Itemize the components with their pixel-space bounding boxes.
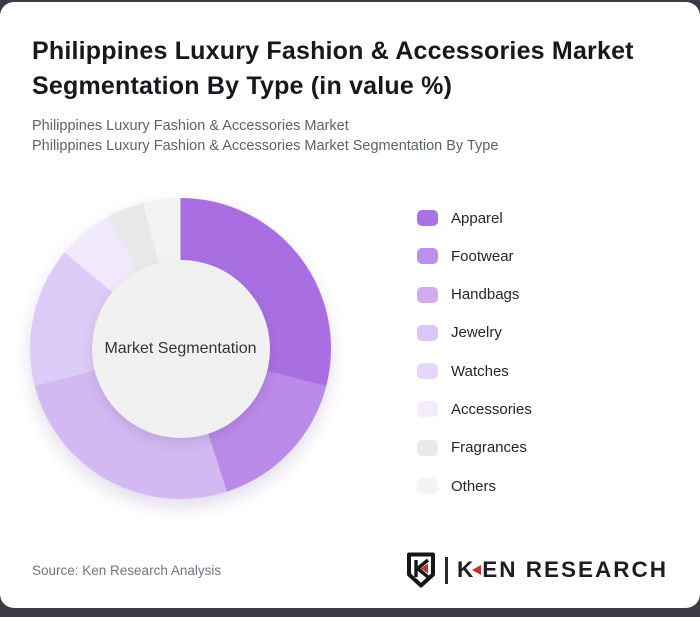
chart-legend: Apparel Footwear Handbags Jewelry Watches Acc…	[417, 207, 532, 497]
donut-chart: Market Segmentation	[30, 198, 331, 499]
legend-swatch-apparel	[417, 210, 438, 226]
donut-center-label: Market Segmentation	[104, 339, 257, 357]
source-note: Source: Ken Research Analysis	[32, 563, 222, 578]
legend-item-watches: Watches	[417, 360, 532, 382]
logo-wordmark: K EN RESEARCH	[457, 557, 668, 583]
legend-swatch-jewelry	[417, 324, 438, 341]
legend-swatch-footwear	[417, 248, 438, 265]
logo-wordmark-k: K	[456, 557, 476, 582]
legend-label-watches: Watches	[451, 362, 509, 380]
legend-label-jewelry: Jewelry	[451, 324, 502, 342]
ken-research-shield-icon	[407, 552, 436, 588]
legend-swatch-accessories	[417, 401, 438, 418]
ken-research-logo: K EN RESEARCH	[405, 551, 668, 589]
donut-center: Market Segmentation	[91, 259, 270, 438]
legend-item-apparel: Apparel	[417, 207, 532, 229]
legend-swatch-watches	[417, 363, 438, 380]
chart-subtitle-line-1: Philippines Luxury Fashion & Accessories…	[32, 118, 349, 134]
legend-label-accessories: Accessories	[451, 400, 532, 418]
page-title: Philippines Luxury Fashion & Accessories…	[32, 37, 634, 100]
logo-wordmark-triangle-icon	[472, 565, 482, 575]
logo-red-triangle	[420, 563, 429, 574]
legend-item-jewelry: Jewelry	[417, 322, 532, 344]
chart-subtitle-line-2: Philippines Luxury Fashion & Accessories…	[32, 138, 499, 154]
legend-item-accessories: Accessories	[417, 398, 532, 420]
legend-swatch-others	[417, 478, 438, 495]
legend-swatch-fragrances	[417, 439, 438, 456]
logo-separator	[445, 556, 448, 584]
legend-label-footwear: Footwear	[451, 247, 514, 265]
legend-label-handbags: Handbags	[451, 286, 520, 304]
legend-swatch-handbags	[417, 286, 438, 303]
legend-label-others: Others	[451, 477, 497, 495]
legend-item-footwear: Footwear	[417, 245, 532, 267]
legend-item-handbags: Handbags	[417, 284, 532, 306]
legend-label-fragrances: Fragrances	[451, 439, 527, 457]
legend-item-others: Others	[417, 475, 532, 497]
legend-label-apparel: Apparel	[451, 209, 503, 227]
legend-item-fragrances: Fragrances	[417, 437, 532, 459]
logo-wordmark-rest: EN RESEARCH	[482, 557, 668, 582]
